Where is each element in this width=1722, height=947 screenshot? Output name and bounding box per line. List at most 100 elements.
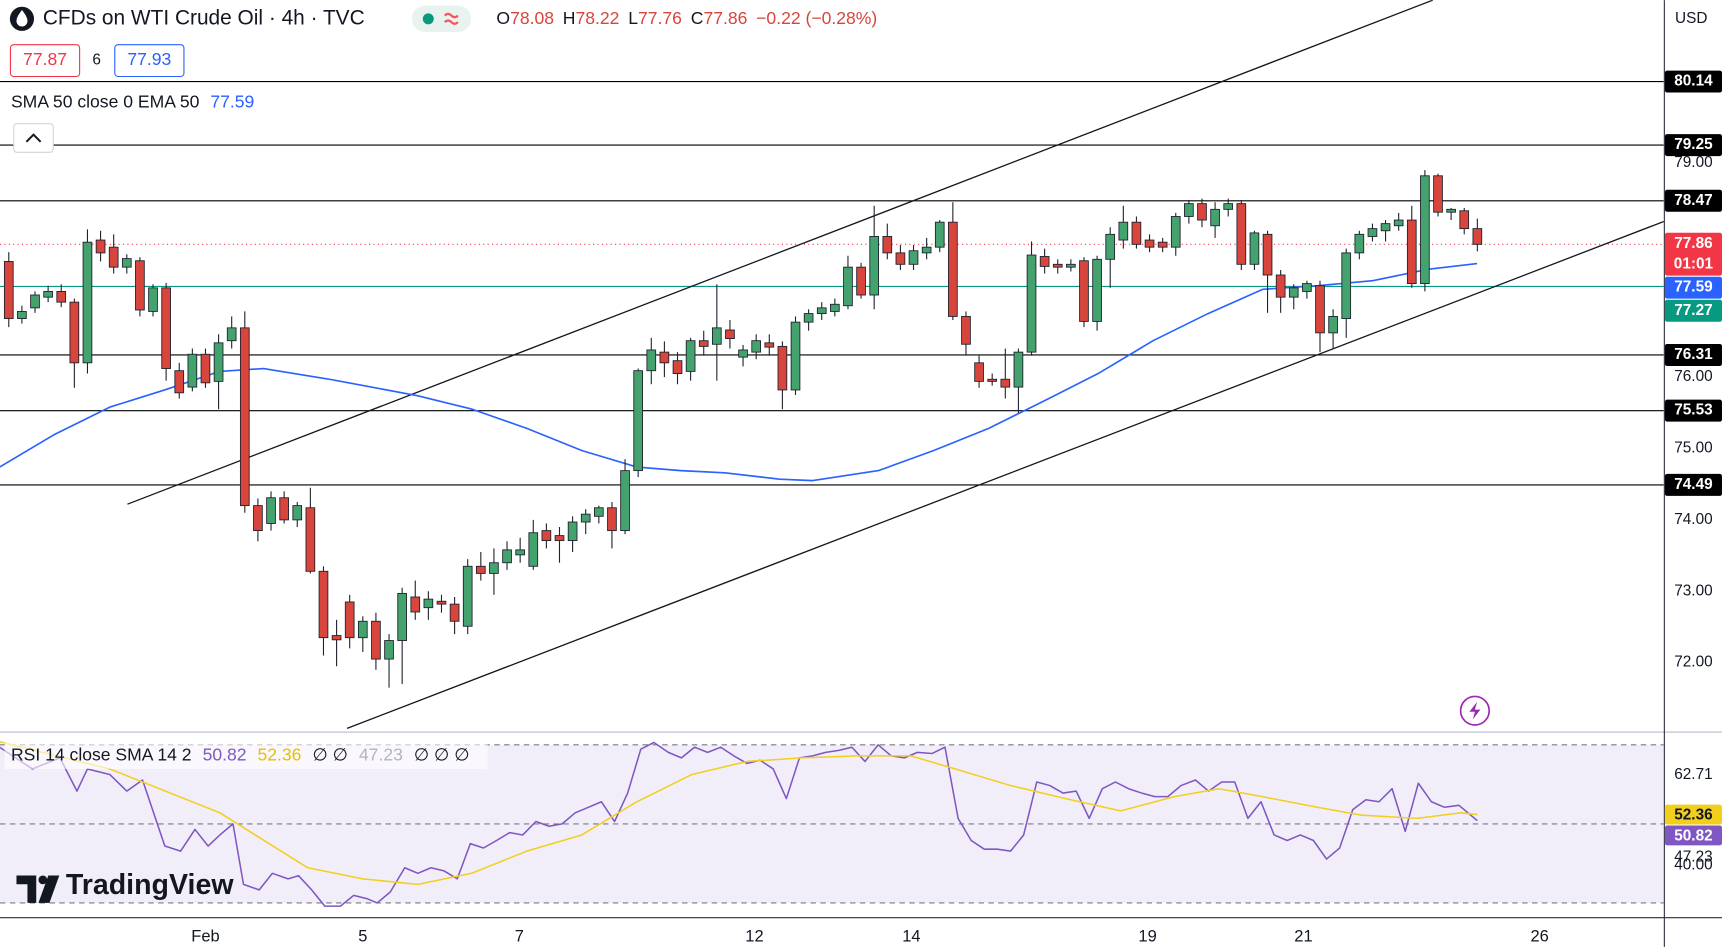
x-tick-label: Feb [191,927,219,945]
candle-body [908,250,919,265]
collapse-button[interactable] [13,123,54,153]
candle-body [1393,219,1404,227]
candle-body [95,239,106,254]
candle-body [1406,219,1417,285]
candle-body [646,349,657,372]
candle-body [56,290,67,303]
status-pill[interactable] [411,5,472,33]
candle-body [436,600,447,605]
candle-body [672,360,683,374]
candle-body [1000,378,1011,388]
ohlc-value: 78.22 [575,7,619,27]
level-label: 76.31 [1674,346,1713,363]
candle-body [292,505,303,521]
ohlc-value: 77.76 [638,7,682,27]
candle-body [843,266,853,307]
candle-body [489,562,499,574]
ohlc-key: L [628,7,638,27]
buy-button[interactable] [114,44,185,78]
logo: TradingView [66,869,234,901]
rsi-legend-bg [4,742,488,769]
candle-body [738,349,748,358]
price-change: −0.22 (−0.28%) [756,7,877,27]
candle-body [856,266,866,296]
candle-body [397,592,407,641]
candle-body [108,246,119,268]
candle-body [541,530,552,542]
candle-body [1328,315,1338,334]
indicator-name: SMA 50 close 0 EMA 50 [11,91,200,111]
candle-body [895,252,906,265]
droplet [16,10,28,27]
ema-label: 77.59 [1674,279,1712,296]
candle-body [528,532,539,567]
candle-body [974,362,984,382]
x-tick-label: 21 [1294,927,1312,945]
candle-body [1184,203,1194,217]
candle-body [1013,351,1024,388]
candle-body [961,315,971,345]
chart-title: CFDs on WTI Crude Oil · 4h · TVC [43,6,365,29]
level-label: 80.14 [1674,73,1713,90]
candle-body [948,221,958,317]
x-tick-label: 5 [358,927,367,945]
ohlc-key: C [691,7,704,27]
last-price-label-bg [1664,232,1722,276]
rsi-legend: RSI 14 close SMA 14 2 50.82 52.36 ∅ ∅ 47.23 ∅… [11,744,470,764]
candle-body [830,303,840,312]
candle-body [17,310,27,320]
rsi-sma-label-bg [1664,804,1722,825]
candle-body [43,290,53,298]
level-label-bg [1664,134,1722,157]
candle-body [502,549,512,564]
candle-body [1262,233,1273,276]
candle-body [187,353,198,388]
candle-body [593,507,604,517]
candle-body [921,246,932,254]
candle-body [580,513,591,523]
last-price-label: 01:01 [1674,256,1714,273]
sell-button[interactable] [9,44,81,78]
y-tick-label: 75.00 [1674,440,1712,457]
trend-line [346,220,1664,729]
candle-body [1341,252,1352,320]
candle-body [1131,221,1142,245]
candle-body [987,378,998,382]
x-tick-label: 12 [745,927,763,945]
ohlc-value: 78.08 [510,7,554,27]
candle-body [279,497,289,521]
candle-body [1066,263,1076,268]
candle-body [803,313,814,323]
ohlc-legend: O78.08 H78.22 L77.76 C77.86 −0.22 (−0.28%) [496,7,877,27]
candle-body [1210,208,1220,227]
candle-body [213,342,224,382]
last-price-label: 77.86 [1674,235,1712,252]
candle-body [305,507,316,572]
candle-body [934,221,945,248]
candle-body [1236,203,1247,265]
level-label: 74.49 [1674,476,1712,493]
level-label-bg [1664,70,1722,93]
candle-body [515,549,525,556]
rsi-na: ∅ ∅ ∅ [414,744,470,764]
level-label-bg [1664,473,1722,496]
candle-body [200,353,211,384]
ohlc-key: O [496,7,510,27]
candle-body [253,505,263,532]
candle-body [1380,223,1391,232]
candle-body [266,497,276,524]
candle-body [1367,228,1378,237]
candle-body [371,620,381,660]
candle-body [82,241,93,364]
candle-body [1302,283,1312,292]
support-label: 77.27 [1674,302,1712,319]
rsi-na: ∅ ∅ [312,744,347,764]
rsi-sma-value: 52.36 [258,744,302,764]
candle-body [764,342,775,348]
level-label-bg [1664,189,1722,212]
candle-body [1052,263,1063,268]
logo-mark [38,875,60,903]
currency-box[interactable] [1669,3,1718,35]
